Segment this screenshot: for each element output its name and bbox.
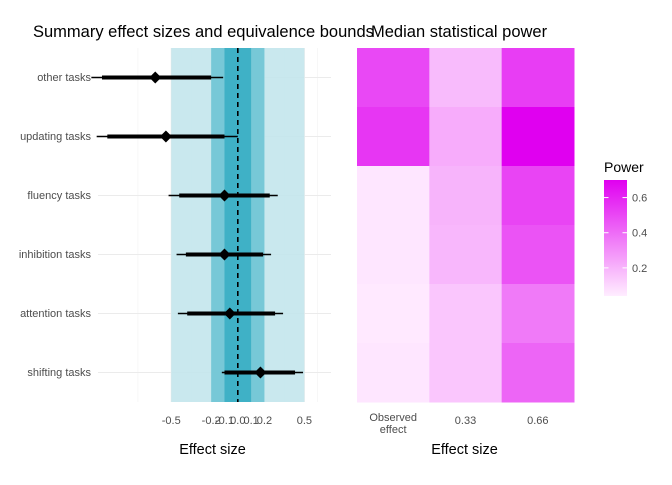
y-tick-label: fluency tasks xyxy=(27,190,91,202)
legend-title: Power xyxy=(604,159,644,175)
x-tick-label: 0.1 xyxy=(243,415,258,427)
legend-tick-label: 0.4 xyxy=(632,228,647,240)
heat-cell xyxy=(357,48,430,108)
heat-cell xyxy=(429,107,503,167)
heatmap-title: Median statistical power xyxy=(371,23,548,41)
estimate-point-2 xyxy=(218,189,231,202)
estimate-point-3 xyxy=(218,248,231,261)
heat-cell xyxy=(357,225,430,285)
x-tick-label: -0.2 xyxy=(202,415,221,427)
forest-title: Summary effect sizes and equivalence bou… xyxy=(33,23,374,41)
heat-cell xyxy=(501,284,575,344)
estimate-point-4 xyxy=(223,307,236,320)
y-tick-label: attention tasks xyxy=(20,308,91,320)
heat-cell xyxy=(429,343,503,403)
legend-tick-label: 0.6 xyxy=(632,193,647,205)
heat-x-tick-label: Observed xyxy=(369,412,417,424)
heat-cell xyxy=(501,225,575,285)
heat-cell xyxy=(501,107,575,167)
y-tick-label: shifting tasks xyxy=(27,367,91,379)
power-legend: 0.2 0.4 0.6 Power xyxy=(604,159,647,296)
x-tick-label: 0.0 xyxy=(230,415,245,427)
heat-x-axis-label: Effect size xyxy=(431,442,498,458)
heat-cell xyxy=(357,107,430,167)
heat-cell xyxy=(429,48,503,108)
heat-cell xyxy=(357,343,430,403)
heat-cell xyxy=(357,166,430,226)
heat-x-tick-label: 0.33 xyxy=(455,415,476,427)
heat-cell xyxy=(429,284,503,344)
y-tick-label: updating tasks xyxy=(20,131,91,143)
y-tick-label: other tasks xyxy=(37,72,91,84)
heat-cell xyxy=(501,343,575,403)
forest-plot: other tasks updating tasks fluency tasks in… xyxy=(19,48,331,458)
x-tick-label: 0.5 xyxy=(297,415,312,427)
heat-cell xyxy=(501,166,575,226)
heat-cell xyxy=(357,284,430,344)
legend-tick-label: 0.2 xyxy=(632,263,647,275)
x-axis-label: Effect size xyxy=(179,442,246,458)
heat-cell xyxy=(501,48,575,108)
x-tick-label: -0.1 xyxy=(215,415,234,427)
estimate-point-0 xyxy=(149,71,162,84)
estimate-point-1 xyxy=(159,130,172,143)
x-tick-label: -0.5 xyxy=(162,415,181,427)
heat-x-tick-label: 0.66 xyxy=(527,415,548,427)
y-tick-label: inhibition tasks xyxy=(19,249,92,261)
heat-x-tick-label: effect xyxy=(380,424,407,436)
x-tick-label: 0.2 xyxy=(257,415,272,427)
estimate-point-5 xyxy=(254,366,267,379)
legend-colorbar xyxy=(604,180,627,296)
heat-cell xyxy=(429,225,503,285)
heat-cell xyxy=(429,166,503,226)
